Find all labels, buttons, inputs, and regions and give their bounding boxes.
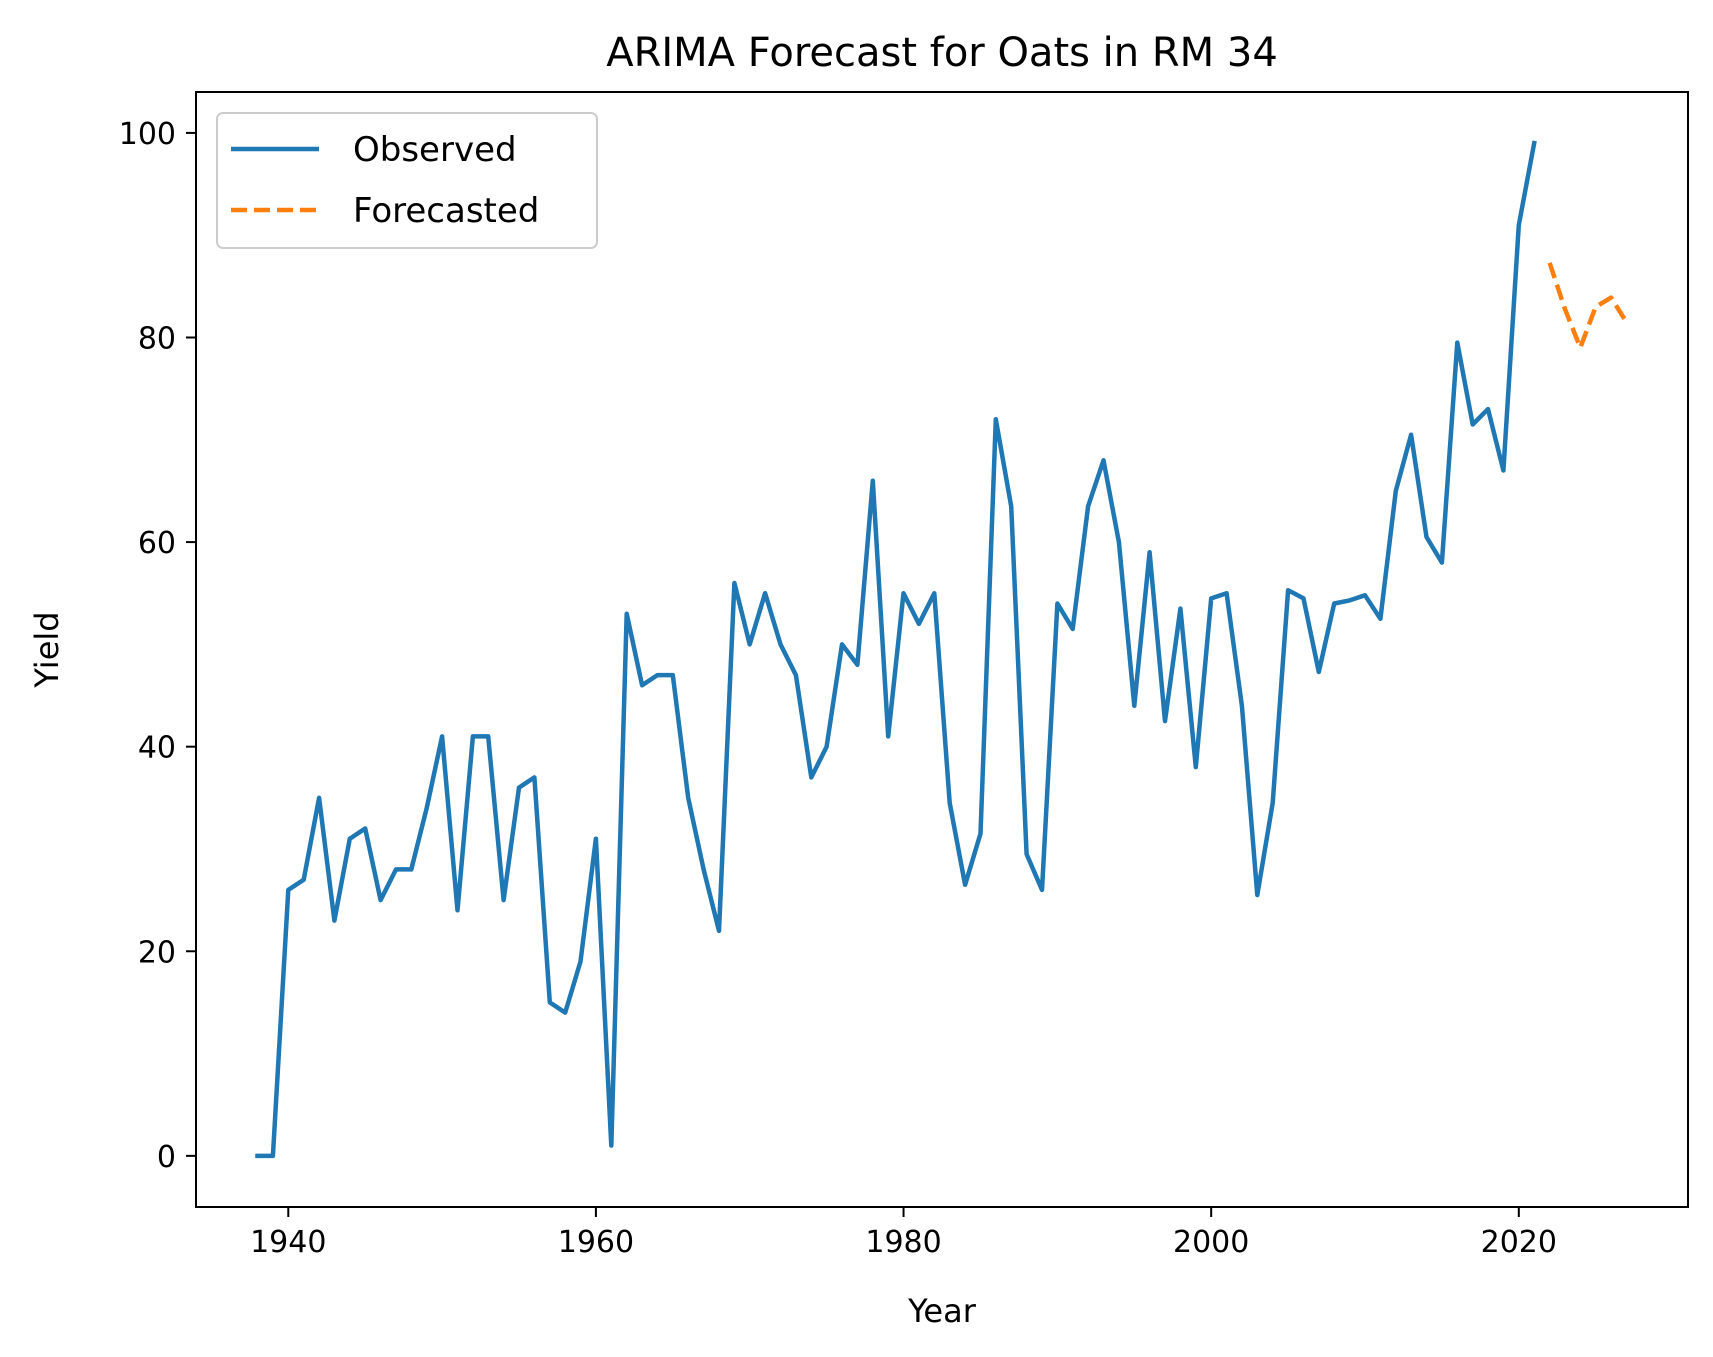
x-tick-label: 1980 xyxy=(865,1225,941,1260)
y-tick-label: 40 xyxy=(138,731,176,766)
axes-frame xyxy=(195,91,1689,1208)
x-tick-label: 1960 xyxy=(558,1225,634,1260)
series-line-observed xyxy=(255,140,1537,1159)
y-axis-label: Yield xyxy=(28,611,66,688)
x-tick-label: 2020 xyxy=(1481,1225,1557,1260)
y-tick-label: 60 xyxy=(138,526,176,561)
legend-label-forecasted: Forecasted xyxy=(353,191,539,231)
x-tick-label: 1940 xyxy=(250,1225,326,1260)
y-tick-label: 100 xyxy=(119,117,176,152)
x-tick-label: 2000 xyxy=(1173,1225,1249,1260)
y-tick-label: 80 xyxy=(138,322,176,357)
legend: Observed Forecasted xyxy=(216,112,598,249)
y-tick-label: 20 xyxy=(138,935,176,970)
legend-label-observed: Observed xyxy=(353,130,517,170)
x-axis-label: Year xyxy=(907,1292,977,1330)
series-line-forecasted xyxy=(1547,262,1629,350)
chart-title: ARIMA Forecast for Oats in RM 34 xyxy=(606,30,1278,76)
y-tick-label: 0 xyxy=(157,1140,176,1175)
axes: 1940 1960 1980 2000 2020 0 20 40 60 80 100 xyxy=(119,91,1689,1260)
plot-area xyxy=(255,140,1629,1159)
